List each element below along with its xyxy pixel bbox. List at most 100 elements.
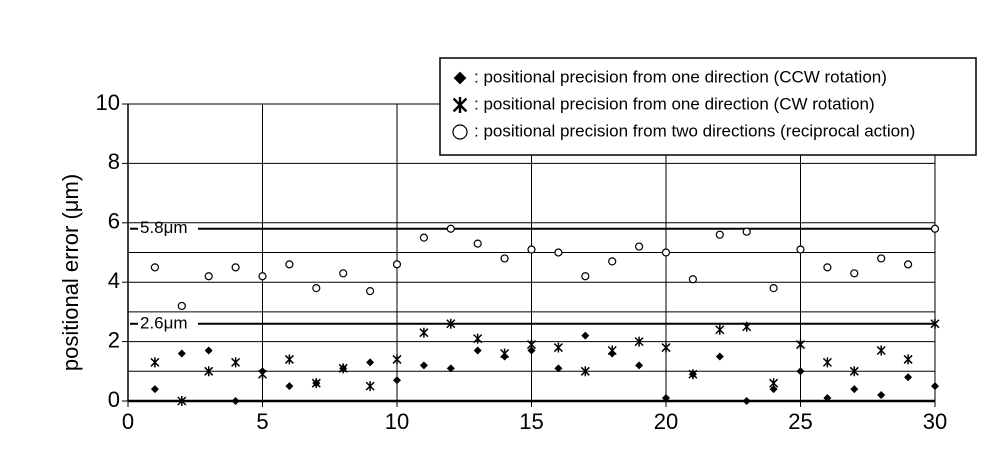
point (661, 248, 671, 257)
point (500, 348, 510, 359)
point (473, 346, 482, 355)
y-tick-label: 6 (108, 209, 120, 234)
y-tick-label: 10 (96, 90, 120, 115)
legend-marker (453, 71, 467, 85)
point (742, 321, 752, 332)
point (311, 378, 321, 389)
point (715, 230, 724, 239)
point (930, 318, 940, 329)
point (366, 287, 375, 296)
x-tick-label: 25 (788, 409, 812, 434)
point (877, 391, 886, 400)
point (419, 233, 428, 242)
point (177, 349, 186, 358)
point (231, 357, 241, 368)
point (150, 357, 160, 368)
legend-box (439, 57, 977, 156)
reference-label: 2.6μm (140, 313, 188, 332)
x-tick-label: 0 (122, 409, 134, 434)
point (284, 354, 294, 365)
point (473, 333, 483, 344)
point (446, 224, 455, 233)
point (446, 318, 456, 329)
y-axis-label: positional error (μm) (58, 174, 83, 371)
point (393, 376, 401, 385)
point (688, 369, 698, 380)
point (849, 366, 859, 377)
point (822, 357, 832, 368)
point (823, 263, 832, 272)
point (177, 396, 187, 406)
point (903, 260, 913, 269)
point (285, 260, 294, 269)
point (796, 245, 805, 254)
point (715, 324, 725, 335)
point (231, 263, 240, 272)
point (876, 345, 886, 356)
y-tick-label: 2 (108, 327, 120, 352)
point (607, 345, 617, 356)
point (285, 382, 294, 391)
point (312, 284, 321, 293)
point (392, 354, 402, 365)
point (850, 269, 859, 278)
point (231, 397, 240, 405)
point (150, 263, 159, 272)
x-tick-label: 15 (519, 409, 543, 434)
point (338, 363, 348, 374)
point (365, 381, 375, 392)
point (903, 354, 913, 365)
point (581, 331, 590, 340)
point (339, 269, 348, 278)
point (635, 361, 644, 370)
point (553, 342, 563, 353)
point (392, 260, 402, 269)
point (419, 361, 428, 370)
point (877, 254, 886, 263)
point (634, 336, 644, 347)
legend-label: : positional precision from one directio… (474, 67, 887, 86)
point (580, 366, 590, 377)
point (366, 358, 375, 367)
legend-label: : positional precision from one directio… (474, 94, 875, 113)
point (769, 385, 778, 394)
point (581, 272, 590, 281)
point (931, 382, 939, 391)
legend-label: : positional precision from two directio… (474, 121, 915, 140)
y-tick-label: 8 (108, 149, 120, 174)
point (527, 346, 536, 355)
point (554, 248, 563, 257)
x-tick-label: 20 (654, 409, 678, 434)
point (204, 272, 213, 281)
point (446, 364, 455, 373)
point (204, 366, 214, 377)
point (769, 378, 779, 389)
point (150, 385, 159, 394)
point (850, 385, 859, 394)
point (204, 346, 213, 355)
point (904, 373, 913, 382)
reference-label: 5.8μm (140, 218, 188, 237)
point (795, 339, 806, 350)
y-tick-label: 4 (108, 268, 120, 293)
point (473, 239, 482, 248)
point (526, 339, 537, 350)
x-tick-label: 5 (256, 409, 268, 434)
point (769, 284, 778, 293)
x-tick-label: 30 (923, 409, 947, 434)
y-tick-label: 0 (108, 387, 120, 412)
point (500, 254, 509, 263)
point (662, 394, 670, 403)
point (257, 369, 268, 380)
point (796, 367, 805, 376)
legend-marker (452, 97, 468, 114)
point (258, 272, 267, 281)
point (742, 227, 751, 236)
point (742, 397, 751, 405)
point (554, 364, 563, 373)
point (661, 342, 671, 353)
point (177, 301, 186, 311)
point (688, 275, 698, 284)
point (930, 224, 940, 233)
point (634, 242, 644, 251)
